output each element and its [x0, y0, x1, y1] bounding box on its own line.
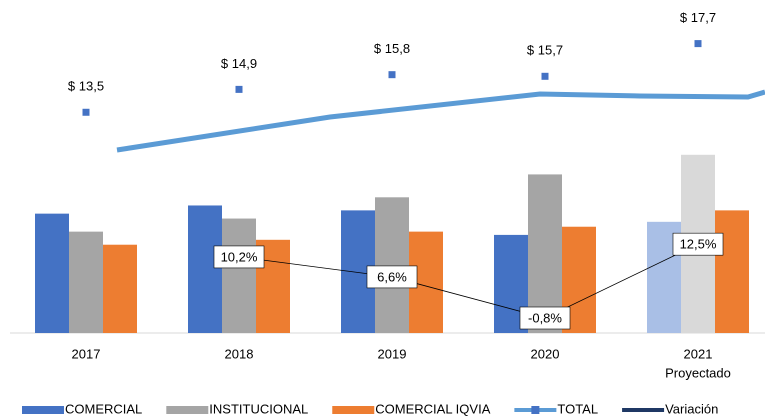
- x-tick-label: 2019: [378, 346, 407, 361]
- total-marker: [388, 71, 396, 79]
- data-label: $ 15,7: [527, 43, 563, 58]
- legend-label: INSTITUCIONAL: [209, 401, 308, 416]
- legend-label: Variación: [665, 401, 718, 416]
- bar: [188, 205, 222, 333]
- data-label: -0,8%: [528, 310, 562, 325]
- data-label: 12,5%: [680, 237, 717, 252]
- data-label: $ 13,5: [68, 79, 104, 94]
- legend-label: COMERCIAL: [65, 401, 142, 416]
- data-label: 6,6%: [377, 269, 407, 284]
- legend-swatch: [531, 406, 540, 414]
- data-label-box: [519, 306, 571, 330]
- total-trend-line: [116, 89, 765, 153]
- legend-swatch: [332, 406, 375, 414]
- data-label-box: [672, 232, 724, 256]
- legend-swatch: [22, 406, 64, 414]
- total-marker: [694, 40, 702, 48]
- bar: [222, 218, 256, 333]
- legend-label: TOTAL: [557, 401, 598, 416]
- data-label: $ 17,7: [680, 10, 716, 25]
- x-tick-label: 2021: [684, 346, 713, 361]
- variation-line: [238, 243, 699, 319]
- x-tick-label: 2018: [225, 346, 254, 361]
- bar: [69, 231, 103, 333]
- data-label: $ 14,9: [221, 56, 257, 71]
- data-label-box: [366, 265, 418, 289]
- legend-label: COMERCIAL IQVIA: [375, 401, 490, 416]
- bar: [528, 174, 562, 333]
- x-tick-label: 2020: [531, 346, 560, 361]
- legend-swatch: [166, 406, 209, 414]
- total-marker: [541, 72, 549, 80]
- data-label-box: [213, 245, 265, 269]
- bar: [103, 244, 137, 333]
- total-marker: [82, 108, 90, 116]
- data-label: $ 15,8: [374, 41, 410, 56]
- x-tick-label: 2017: [72, 346, 101, 361]
- data-label: 10,2%: [221, 249, 258, 264]
- bar: [715, 210, 749, 333]
- bar: [375, 197, 409, 333]
- bar: [35, 213, 69, 333]
- x-tick-annotation: Proyectado: [665, 365, 731, 380]
- total-marker: [235, 85, 243, 93]
